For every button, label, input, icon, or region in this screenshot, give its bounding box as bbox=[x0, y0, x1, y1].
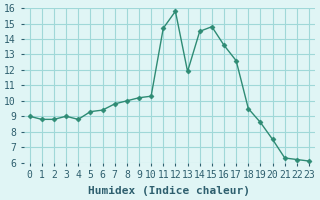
X-axis label: Humidex (Indice chaleur): Humidex (Indice chaleur) bbox=[88, 186, 250, 196]
